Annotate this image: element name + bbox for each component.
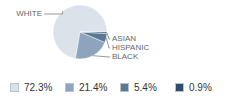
html-text:0.9%: 0.9%	[189, 82, 212, 93]
svg-text:ASIAN: ASIAN	[112, 34, 136, 43]
svg-text:WHITE: WHITE	[16, 9, 42, 18]
html-text:21.4%: 21.4%	[79, 82, 108, 93]
svg-text:HISPANIC: HISPANIC	[112, 43, 149, 52]
svg-text:BLACK: BLACK	[112, 52, 139, 61]
html-text:72.3%: 72.3%	[24, 82, 53, 93]
html-text:5.4%: 5.4%	[134, 82, 157, 93]
